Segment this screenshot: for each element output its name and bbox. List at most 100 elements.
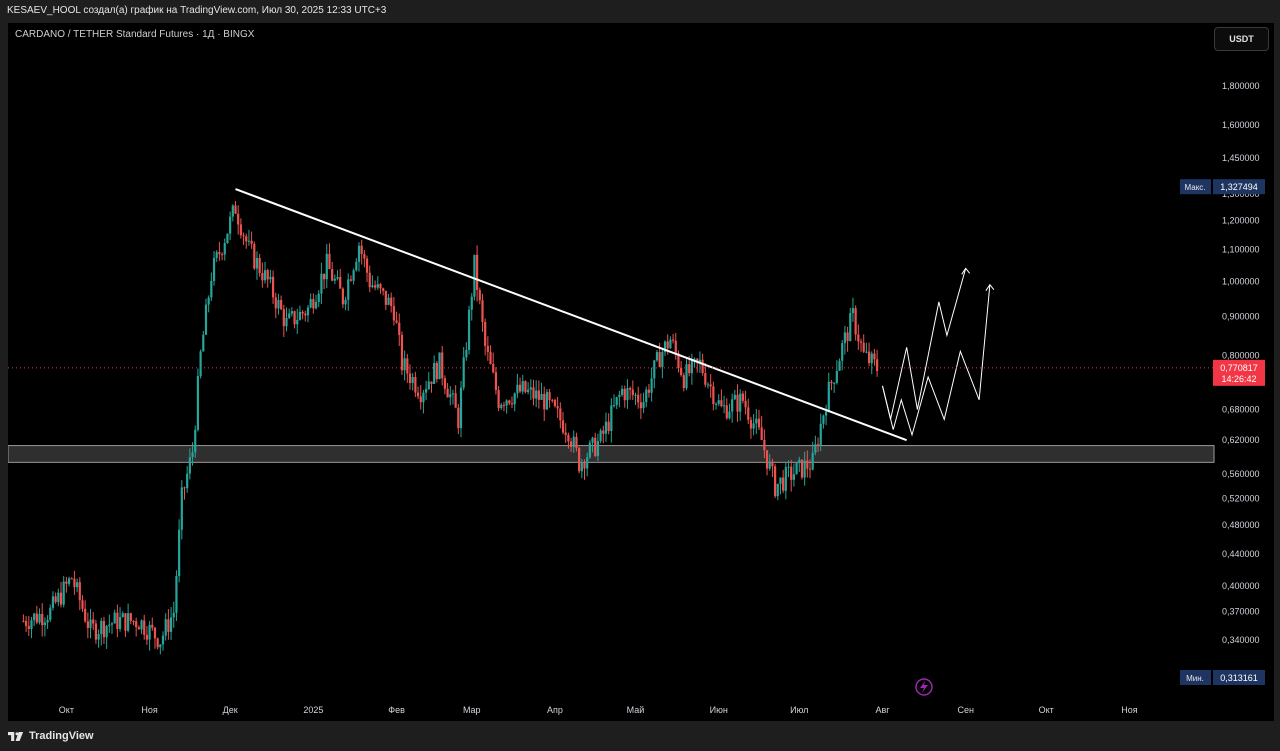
candle-body	[693, 358, 696, 360]
candle-body	[811, 452, 814, 470]
candle-body	[835, 370, 838, 383]
candle-body	[349, 279, 353, 281]
candle-body	[341, 288, 344, 305]
max-label-tag	[1180, 179, 1211, 195]
candle-body	[808, 468, 812, 470]
candle-body	[690, 359, 693, 374]
candle-body	[714, 403, 718, 405]
candle-body	[384, 290, 387, 305]
candle-body	[239, 224, 242, 236]
candle-body	[226, 233, 229, 244]
candle-body	[575, 436, 578, 449]
currency-button[interactable]: USDT	[1214, 27, 1269, 51]
candle-body	[419, 396, 422, 403]
candle-body	[814, 444, 817, 453]
tradingview-logo-icon	[8, 731, 24, 741]
candle-body	[392, 306, 395, 321]
y-tick-label: 1,100000	[1222, 245, 1260, 255]
candle-body	[602, 430, 605, 434]
support-zone[interactable]	[8, 445, 1215, 463]
candle-body	[647, 389, 651, 393]
candle-body	[524, 381, 527, 393]
x-tick-label: Ноя	[1121, 705, 1138, 715]
candle-body	[867, 351, 871, 364]
candle-body	[365, 258, 369, 273]
candle-body	[586, 457, 589, 469]
candle-body	[137, 627, 140, 630]
candle-body	[403, 358, 406, 371]
candle-body	[70, 578, 73, 580]
candle-body	[545, 392, 549, 410]
candle-body	[84, 608, 87, 622]
candle-body	[706, 384, 710, 386]
y-tick-label: 0,340000	[1222, 635, 1260, 645]
candle-body	[322, 273, 326, 280]
candle-body	[108, 624, 111, 626]
candle-body	[433, 363, 436, 384]
lightning-marker-icon[interactable]	[915, 678, 933, 696]
candle-body	[387, 297, 390, 305]
candle-body	[124, 613, 127, 631]
x-tick-label: Июн	[710, 705, 728, 715]
candle-body	[535, 390, 538, 399]
candle-body	[33, 613, 36, 621]
candle-body	[100, 620, 103, 635]
y-tick-label: 1,450000	[1222, 153, 1260, 163]
candle-body	[382, 288, 385, 291]
candle-body	[843, 332, 846, 344]
candle-body	[497, 390, 500, 409]
projection-arrowhead-2	[985, 283, 995, 291]
candle-body	[180, 487, 183, 530]
candle-body	[339, 277, 342, 289]
y-tick-label: 0,480000	[1222, 520, 1260, 530]
candle-body	[655, 352, 659, 361]
candle-body	[261, 273, 264, 281]
candle-body	[57, 592, 60, 603]
chart-pane[interactable]: 1,8000001,6000001,4500001,3000001,200000…	[8, 23, 1274, 721]
y-tick-label: 0,440000	[1222, 549, 1260, 559]
candle-body	[175, 575, 178, 613]
candle-body	[398, 322, 401, 335]
candle-body	[792, 474, 795, 480]
candle-body	[59, 592, 63, 605]
candle-body	[790, 466, 793, 480]
projection-path-1[interactable]	[881, 268, 967, 420]
x-tick-label: Дек	[223, 705, 238, 715]
candle-body	[390, 297, 393, 307]
candle-body	[709, 384, 712, 387]
candle-body	[873, 353, 876, 360]
projection-path-2[interactable]	[881, 284, 991, 437]
candle-body	[784, 467, 787, 491]
candle-body	[22, 620, 25, 622]
candle-body	[325, 253, 328, 280]
candle-body	[620, 388, 624, 395]
y-tick-label: 0,680000	[1222, 404, 1260, 414]
candle-body	[333, 278, 336, 281]
candle-body	[255, 258, 259, 269]
candle-body	[129, 613, 132, 621]
descending-trendline[interactable]	[235, 188, 907, 442]
candle-body	[422, 392, 425, 403]
candle-body	[658, 352, 661, 367]
candle-body	[467, 309, 471, 350]
candle-body	[578, 448, 581, 472]
tradingview-brand[interactable]: TradingView	[8, 730, 94, 742]
min-value: 0,313161	[1220, 673, 1258, 683]
candle-body	[250, 240, 253, 244]
candle-body	[258, 258, 261, 274]
candle-body	[733, 394, 736, 400]
candle-body	[306, 307, 310, 316]
candle-body	[505, 400, 508, 406]
candle-body	[78, 582, 81, 601]
candle-body	[25, 621, 28, 626]
candle-body	[443, 378, 446, 389]
price-chart[interactable]: 1,8000001,6000001,4500001,3000001,200000…	[8, 23, 1274, 721]
candle-body	[580, 461, 583, 472]
candle-body	[212, 257, 216, 282]
candle-body	[132, 620, 135, 622]
candle-body	[798, 459, 801, 464]
symbol-title: CARDANO / TETHER Standard Futures · 1Д ·…	[15, 29, 255, 40]
candle-body	[653, 360, 656, 379]
candle-body	[561, 420, 565, 433]
candle-body	[110, 623, 114, 625]
